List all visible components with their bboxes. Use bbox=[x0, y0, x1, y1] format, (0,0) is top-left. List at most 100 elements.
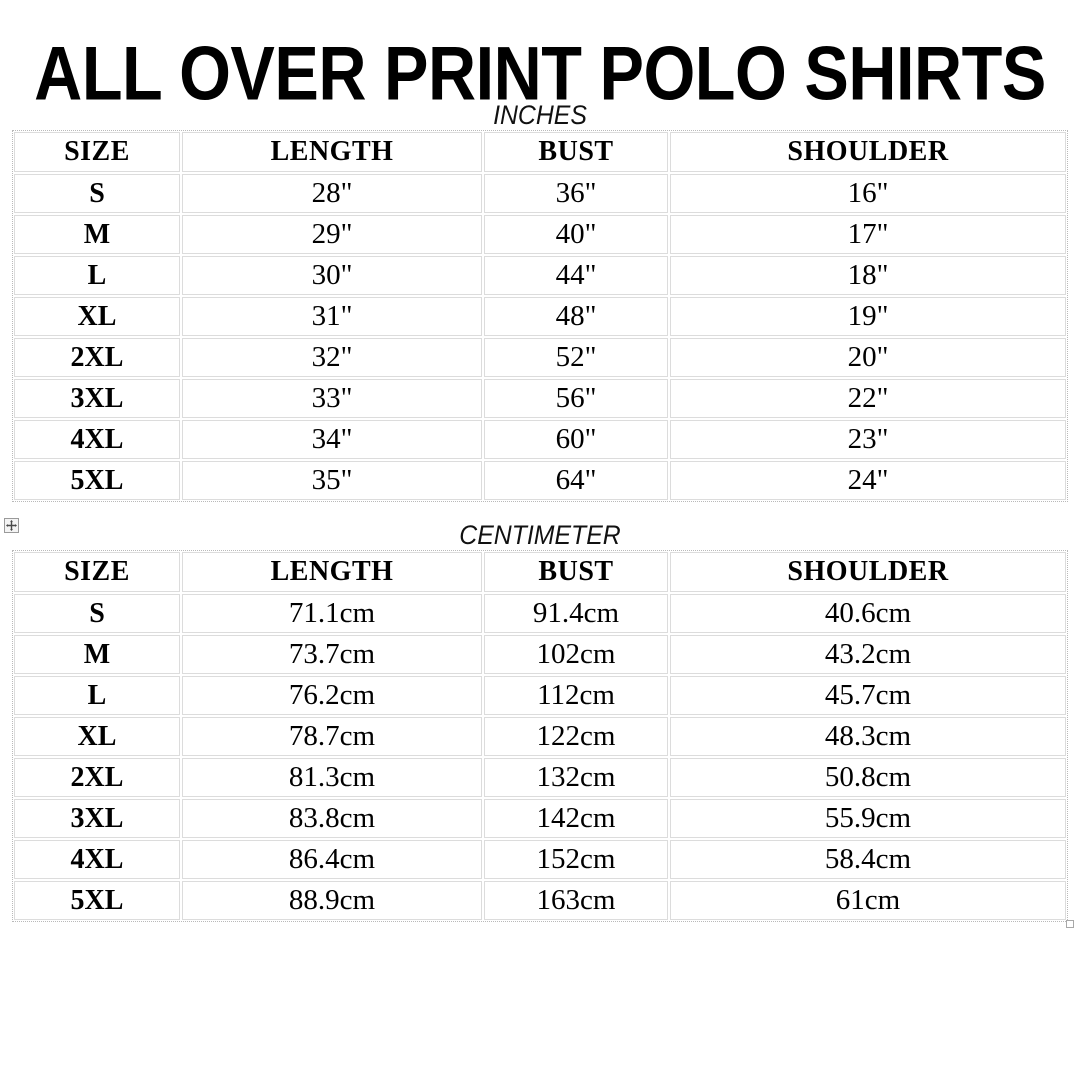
cell-bust: 44" bbox=[484, 256, 668, 295]
cell-shoulder: 45.7cm bbox=[670, 676, 1066, 715]
cell-bust: 36" bbox=[484, 174, 668, 213]
size-table-centimeter: SIZE LENGTH BUST SHOULDER S 71.1cm 91.4c… bbox=[12, 550, 1068, 922]
cell-length: 34" bbox=[182, 420, 482, 459]
cell-length: 73.7cm bbox=[182, 635, 482, 674]
column-header-bust: BUST bbox=[484, 552, 668, 592]
cell-length: 32" bbox=[182, 338, 482, 377]
cell-size: M bbox=[14, 635, 180, 674]
cell-bust: 56" bbox=[484, 379, 668, 418]
table-resize-handle-icon[interactable] bbox=[1066, 920, 1074, 928]
cell-bust: 102cm bbox=[484, 635, 668, 674]
cell-shoulder: 17" bbox=[670, 215, 1066, 254]
cell-length: 31" bbox=[182, 297, 482, 336]
cell-shoulder: 18" bbox=[670, 256, 1066, 295]
cell-shoulder: 50.8cm bbox=[670, 758, 1066, 797]
table-row: 4XL 86.4cm 152cm 58.4cm bbox=[14, 840, 1066, 879]
cell-bust: 64" bbox=[484, 461, 668, 500]
cell-size: M bbox=[14, 215, 180, 254]
cell-size: 2XL bbox=[14, 758, 180, 797]
table-header-row: SIZE LENGTH BUST SHOULDER bbox=[14, 132, 1066, 172]
cell-bust: 112cm bbox=[484, 676, 668, 715]
cell-length: 35" bbox=[182, 461, 482, 500]
cell-size: S bbox=[14, 594, 180, 633]
column-header-size: SIZE bbox=[14, 552, 180, 592]
cell-shoulder: 61cm bbox=[670, 881, 1066, 920]
cell-shoulder: 22" bbox=[670, 379, 1066, 418]
cell-size: 3XL bbox=[14, 799, 180, 838]
cell-size: 4XL bbox=[14, 840, 180, 879]
cell-size: 2XL bbox=[14, 338, 180, 377]
cell-size: XL bbox=[14, 717, 180, 756]
cell-length: 71.1cm bbox=[182, 594, 482, 633]
table-row: 2XL 32" 52" 20" bbox=[14, 338, 1066, 377]
cell-shoulder: 43.2cm bbox=[670, 635, 1066, 674]
cell-size: 5XL bbox=[14, 461, 180, 500]
column-header-length: LENGTH bbox=[182, 132, 482, 172]
cell-size: S bbox=[14, 174, 180, 213]
table-row: M 29" 40" 17" bbox=[14, 215, 1066, 254]
cell-bust: 52" bbox=[484, 338, 668, 377]
cell-length: 78.7cm bbox=[182, 717, 482, 756]
cell-size: L bbox=[14, 676, 180, 715]
cell-size: 3XL bbox=[14, 379, 180, 418]
cell-bust: 142cm bbox=[484, 799, 668, 838]
column-header-shoulder: SHOULDER bbox=[670, 552, 1066, 592]
cell-shoulder: 16" bbox=[670, 174, 1066, 213]
cell-length: 76.2cm bbox=[182, 676, 482, 715]
cell-length: 86.4cm bbox=[182, 840, 482, 879]
cell-shoulder: 55.9cm bbox=[670, 799, 1066, 838]
table-header-row: SIZE LENGTH BUST SHOULDER bbox=[14, 552, 1066, 592]
column-header-size: SIZE bbox=[14, 132, 180, 172]
cell-length: 81.3cm bbox=[182, 758, 482, 797]
table-row: 4XL 34" 60" 23" bbox=[14, 420, 1066, 459]
table-row: 5XL 35" 64" 24" bbox=[14, 461, 1066, 500]
unit-caption-centimeter: CENTIMETER bbox=[459, 520, 621, 550]
table-row: XL 78.7cm 122cm 48.3cm bbox=[14, 717, 1066, 756]
table-row: M 73.7cm 102cm 43.2cm bbox=[14, 635, 1066, 674]
cell-bust: 40" bbox=[484, 215, 668, 254]
column-header-bust: BUST bbox=[484, 132, 668, 172]
cell-bust: 163cm bbox=[484, 881, 668, 920]
cell-size: XL bbox=[14, 297, 180, 336]
cell-shoulder: 40.6cm bbox=[670, 594, 1066, 633]
size-table-block-inches: SIZE LENGTH BUST SHOULDER S 28" 36" 16" … bbox=[0, 130, 1080, 502]
cell-length: 33" bbox=[182, 379, 482, 418]
cell-length: 83.8cm bbox=[182, 799, 482, 838]
table-spacer bbox=[0, 502, 1080, 520]
cell-shoulder: 20" bbox=[670, 338, 1066, 377]
cell-bust: 60" bbox=[484, 420, 668, 459]
column-header-length: LENGTH bbox=[182, 552, 482, 592]
cell-shoulder: 23" bbox=[670, 420, 1066, 459]
size-table-block-centimeter: SIZE LENGTH BUST SHOULDER S 71.1cm 91.4c… bbox=[0, 550, 1080, 928]
cell-shoulder: 19" bbox=[670, 297, 1066, 336]
cell-size: L bbox=[14, 256, 180, 295]
cell-size: 5XL bbox=[14, 881, 180, 920]
column-header-shoulder: SHOULDER bbox=[670, 132, 1066, 172]
table-row: 3XL 33" 56" 22" bbox=[14, 379, 1066, 418]
cell-shoulder: 48.3cm bbox=[670, 717, 1066, 756]
table-row: 2XL 81.3cm 132cm 50.8cm bbox=[14, 758, 1066, 797]
table-row: S 71.1cm 91.4cm 40.6cm bbox=[14, 594, 1066, 633]
cell-length: 29" bbox=[182, 215, 482, 254]
cell-length: 88.9cm bbox=[182, 881, 482, 920]
table-row: XL 31" 48" 19" bbox=[14, 297, 1066, 336]
table-row: S 28" 36" 16" bbox=[14, 174, 1066, 213]
cell-size: 4XL bbox=[14, 420, 180, 459]
unit-caption-inches: INCHES bbox=[493, 100, 587, 130]
cell-bust: 91.4cm bbox=[484, 594, 668, 633]
table-row: 5XL 88.9cm 163cm 61cm bbox=[14, 881, 1066, 920]
table-move-handle-icon[interactable] bbox=[4, 518, 19, 533]
table-row: L 30" 44" 18" bbox=[14, 256, 1066, 295]
cell-shoulder: 24" bbox=[670, 461, 1066, 500]
cell-bust: 132cm bbox=[484, 758, 668, 797]
cell-bust: 122cm bbox=[484, 717, 668, 756]
cell-length: 28" bbox=[182, 174, 482, 213]
cell-length: 30" bbox=[182, 256, 482, 295]
table-row: 3XL 83.8cm 142cm 55.9cm bbox=[14, 799, 1066, 838]
cell-shoulder: 58.4cm bbox=[670, 840, 1066, 879]
table-row: L 76.2cm 112cm 45.7cm bbox=[14, 676, 1066, 715]
page-title: ALL OVER PRINT POLO SHIRTS bbox=[34, 31, 1046, 117]
cell-bust: 48" bbox=[484, 297, 668, 336]
cell-bust: 152cm bbox=[484, 840, 668, 879]
size-table-inches: SIZE LENGTH BUST SHOULDER S 28" 36" 16" … bbox=[12, 130, 1068, 502]
